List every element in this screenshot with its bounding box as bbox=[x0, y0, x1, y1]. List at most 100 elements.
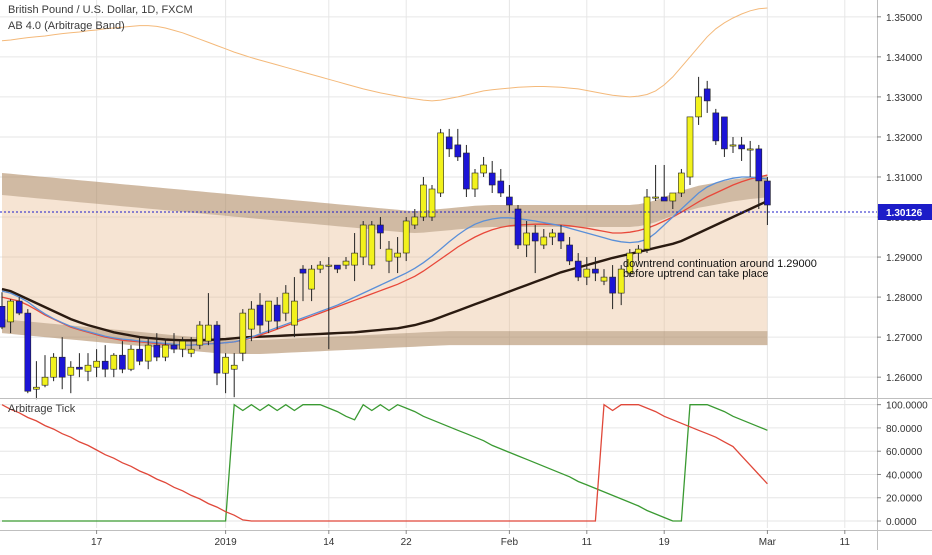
candle-body bbox=[265, 300, 272, 322]
candle-body bbox=[557, 232, 565, 242]
candle-body bbox=[471, 172, 479, 190]
candle-body bbox=[574, 260, 582, 278]
candle-body bbox=[196, 324, 204, 346]
candle-body bbox=[531, 232, 539, 242]
y-tick-label: 1.35000 bbox=[886, 13, 923, 24]
candle-body bbox=[600, 276, 608, 282]
candle-body bbox=[230, 364, 238, 370]
candle-body bbox=[480, 164, 487, 174]
candle-body bbox=[394, 252, 401, 258]
candle-body bbox=[729, 144, 737, 147]
y-tick-label: 1.32000 bbox=[886, 133, 923, 144]
candle-body bbox=[678, 172, 685, 194]
candle-body bbox=[213, 324, 221, 374]
candle-body bbox=[592, 268, 599, 274]
candle-body bbox=[299, 268, 307, 274]
candle-body bbox=[368, 224, 376, 266]
candle-body bbox=[428, 188, 436, 218]
candle-body bbox=[695, 96, 702, 118]
candle-body bbox=[144, 344, 152, 362]
y-tick-label: 40.0000 bbox=[886, 471, 923, 482]
candle-body bbox=[626, 252, 634, 274]
candle-body bbox=[187, 348, 195, 354]
candle-body bbox=[514, 208, 522, 246]
candle-body bbox=[703, 88, 711, 102]
y-tick-label: 1.27000 bbox=[886, 333, 923, 344]
candle-body bbox=[463, 152, 470, 190]
y-tick-label: 0.0000 bbox=[886, 517, 917, 528]
x-tick-label: 22 bbox=[401, 537, 413, 548]
candle-body bbox=[256, 304, 264, 326]
y-tick-label: 1.28000 bbox=[886, 293, 923, 304]
candle-body bbox=[540, 236, 548, 246]
candle-body bbox=[7, 300, 14, 323]
candle-body bbox=[170, 344, 178, 350]
candle-body bbox=[746, 148, 754, 151]
x-tick-label: 11 bbox=[840, 537, 851, 548]
x-tick-label: 14 bbox=[323, 537, 335, 548]
x-tick-label: 17 bbox=[91, 537, 103, 548]
y-tick-label: 1.33000 bbox=[886, 93, 923, 104]
last-price-tag bbox=[878, 204, 932, 220]
candle-body bbox=[635, 248, 642, 254]
candle-body bbox=[437, 132, 444, 194]
candle-body bbox=[119, 354, 126, 370]
candle-body bbox=[325, 264, 333, 267]
y-tick-label: 1.26000 bbox=[886, 373, 923, 384]
candle-body bbox=[764, 180, 771, 206]
candle-body bbox=[686, 116, 694, 178]
candle-body bbox=[33, 386, 40, 390]
candle-body bbox=[609, 276, 616, 294]
candle-body bbox=[101, 360, 109, 370]
candle-body bbox=[153, 344, 161, 358]
candle-body bbox=[316, 264, 324, 270]
ma-line-blue bbox=[1, 176, 768, 346]
band-fill bbox=[2, 173, 768, 354]
annotation-text: downtrend continuation around 1.29000 bbox=[623, 258, 817, 270]
candle-body bbox=[385, 248, 393, 262]
y-tick-label: 80.0000 bbox=[886, 424, 923, 435]
tick-line-green bbox=[2, 403, 768, 522]
band-upper-strip bbox=[2, 173, 768, 233]
candle-body bbox=[41, 376, 49, 386]
candle-body bbox=[342, 260, 350, 266]
candle-body bbox=[308, 268, 315, 290]
candle-body bbox=[273, 304, 281, 322]
candle-body bbox=[67, 366, 75, 376]
candle-body bbox=[179, 340, 186, 350]
y-tick-label: 1.31000 bbox=[886, 173, 923, 184]
candle-body bbox=[76, 366, 83, 370]
x-tick-label: Feb bbox=[501, 537, 519, 548]
indicator-title: AB 4.0 (Arbitrage Band) bbox=[8, 20, 125, 32]
candle-body bbox=[24, 312, 32, 392]
candle-body bbox=[205, 324, 212, 342]
candle-body bbox=[669, 192, 677, 202]
x-tick-label: 19 bbox=[659, 537, 671, 548]
candle-body bbox=[334, 264, 341, 270]
y-tick-label: 60.0000 bbox=[886, 447, 923, 458]
annotation-text: before uptrend can take place bbox=[623, 268, 769, 280]
candle-body bbox=[738, 144, 745, 150]
tick-line-red bbox=[1, 403, 768, 522]
candle-body bbox=[84, 364, 92, 372]
candle-body bbox=[652, 196, 659, 199]
candle-body bbox=[359, 224, 367, 258]
ma-line-red bbox=[1, 174, 768, 346]
candle-body bbox=[0, 305, 6, 328]
candle-body bbox=[239, 312, 247, 354]
candle-body bbox=[162, 344, 169, 358]
candle-body bbox=[291, 300, 298, 326]
x-tick-label: 11 bbox=[582, 537, 593, 548]
candle-body bbox=[583, 268, 591, 278]
candle-body bbox=[222, 356, 229, 374]
candle-body bbox=[351, 252, 358, 266]
chart-title: British Pound / U.S. Dollar, 1D, FXCM bbox=[8, 4, 193, 16]
candle-body bbox=[566, 244, 573, 262]
y-tick-label: 1.34000 bbox=[886, 53, 923, 64]
candle-body bbox=[497, 180, 505, 194]
y-tick-label: 100.0000 bbox=[886, 401, 928, 412]
candle-body bbox=[377, 224, 384, 234]
candle-body bbox=[712, 112, 720, 142]
